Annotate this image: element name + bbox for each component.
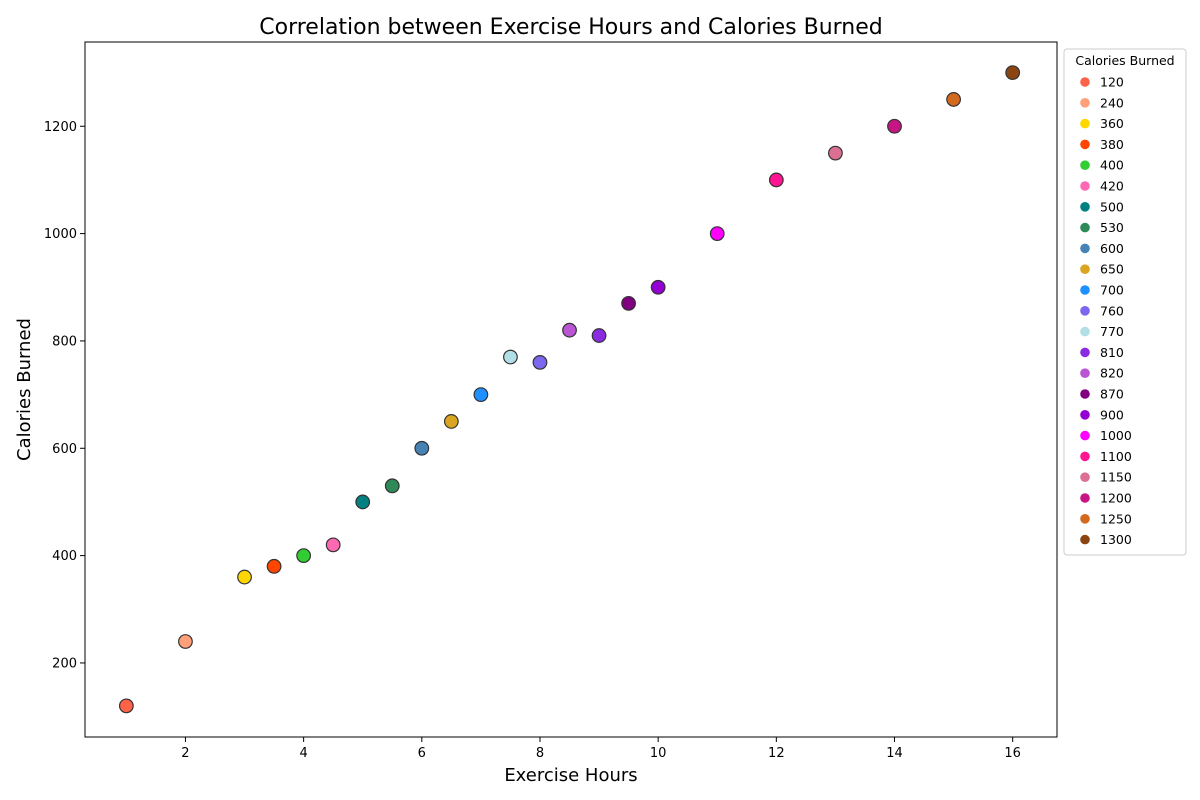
legend-label: 1200	[1100, 491, 1132, 506]
legend-marker	[1080, 139, 1090, 150]
legend-marker	[1080, 389, 1090, 399]
legend-marker	[1080, 264, 1090, 275]
legend-label: 900	[1100, 407, 1124, 422]
x-axis-title: Exercise Hours	[504, 765, 637, 786]
data-point	[532, 354, 548, 370]
legend-label: 1300	[1100, 532, 1132, 547]
plot-area	[84, 41, 1058, 738]
data-point	[178, 634, 193, 649]
data-point	[562, 322, 577, 338]
legend-marker	[1080, 368, 1090, 379]
chart-title: Correlation between Exercise Hours and C…	[259, 15, 883, 40]
legend-marker	[1080, 493, 1090, 503]
legend-marker	[1080, 410, 1090, 420]
legend-label: 650	[1100, 262, 1124, 277]
x-tick-label: 2	[181, 746, 189, 761]
legend: Calories Burned 120 240 360 380 400 420 500 530…	[1063, 48, 1187, 556]
legend-marker	[1080, 472, 1090, 483]
legend-label: 530	[1100, 220, 1124, 235]
data-point	[443, 414, 459, 429]
legend-marker	[1080, 98, 1090, 108]
legend-marker	[1080, 77, 1090, 87]
legend-label: 1000	[1100, 428, 1132, 443]
legend-marker	[1080, 451, 1090, 462]
x-axis: 2 4 6 8 10 12 14 16	[181, 737, 1021, 761]
data-point	[266, 558, 282, 574]
legend-marker	[1080, 222, 1090, 233]
legend-label: 600	[1100, 241, 1124, 256]
legend-marker	[1080, 306, 1090, 316]
x-tick-label: 16	[1004, 746, 1021, 761]
x-tick-label: 6	[418, 746, 426, 761]
legend-label: 240	[1100, 95, 1124, 110]
legend-label: 120	[1100, 75, 1124, 90]
legend-label: 500	[1100, 199, 1124, 214]
legend-label: 380	[1100, 137, 1124, 152]
data-point	[709, 226, 725, 241]
legend-marker	[1080, 326, 1090, 337]
legend-marker	[1080, 202, 1090, 212]
data-point	[296, 548, 312, 564]
y-axis-title: Calories Burned	[14, 318, 35, 461]
data-points	[118, 65, 1021, 714]
data-point	[118, 698, 134, 714]
y-tick-label: 800	[52, 334, 77, 349]
y-tick-label: 600	[52, 442, 77, 457]
x-tick-label: 10	[650, 746, 667, 761]
y-tick-label: 400	[52, 549, 77, 564]
legend-marker	[1080, 285, 1090, 295]
y-tick-label: 1200	[44, 120, 77, 135]
legend-title: Calories Burned	[1075, 53, 1174, 68]
legend-marker	[1080, 118, 1090, 129]
data-point	[473, 387, 489, 402]
legend-label: 1150	[1100, 470, 1132, 485]
data-point	[1005, 65, 1021, 80]
data-point	[768, 172, 784, 188]
legend-marker	[1080, 243, 1090, 254]
legend-label: 810	[1100, 345, 1124, 360]
x-tick-label: 8	[536, 746, 544, 761]
legend-box	[1063, 48, 1187, 556]
legend-items: 120 240 360 380 400 420 500 530 600 650 700 760 770 8…	[1080, 75, 1132, 547]
legend-marker	[1080, 430, 1090, 441]
data-point	[325, 537, 341, 553]
data-point	[650, 279, 666, 295]
legend-label: 1100	[1100, 449, 1132, 464]
legend-label: 770	[1100, 324, 1124, 339]
legend-label: 870	[1100, 387, 1124, 402]
legend-label: 360	[1100, 116, 1124, 131]
legend-marker	[1080, 347, 1090, 358]
x-tick-label: 14	[886, 746, 903, 761]
data-point	[503, 349, 518, 365]
legend-label: 400	[1100, 158, 1124, 173]
data-point	[887, 118, 902, 134]
data-point	[237, 569, 252, 585]
legend-marker	[1080, 534, 1090, 545]
x-tick-label: 4	[299, 746, 307, 761]
y-tick-label: 1000	[44, 227, 77, 242]
data-point	[828, 145, 843, 161]
legend-label: 420	[1100, 179, 1124, 194]
data-point	[355, 494, 371, 510]
legend-marker	[1080, 514, 1090, 524]
y-axis: 200 400 600 800 1000 1200	[44, 120, 85, 671]
legend-label: 820	[1100, 366, 1124, 381]
legend-label: 1250	[1100, 511, 1132, 526]
data-point	[414, 440, 430, 456]
legend-marker	[1080, 160, 1090, 170]
data-point	[384, 478, 400, 494]
y-tick-label: 200	[52, 656, 77, 671]
legend-label: 760	[1100, 303, 1124, 318]
legend-label: 700	[1100, 283, 1124, 298]
data-point	[946, 92, 961, 107]
data-point	[591, 328, 607, 343]
legend-marker	[1080, 181, 1090, 191]
x-tick-label: 12	[768, 746, 785, 761]
data-point	[621, 295, 637, 311]
